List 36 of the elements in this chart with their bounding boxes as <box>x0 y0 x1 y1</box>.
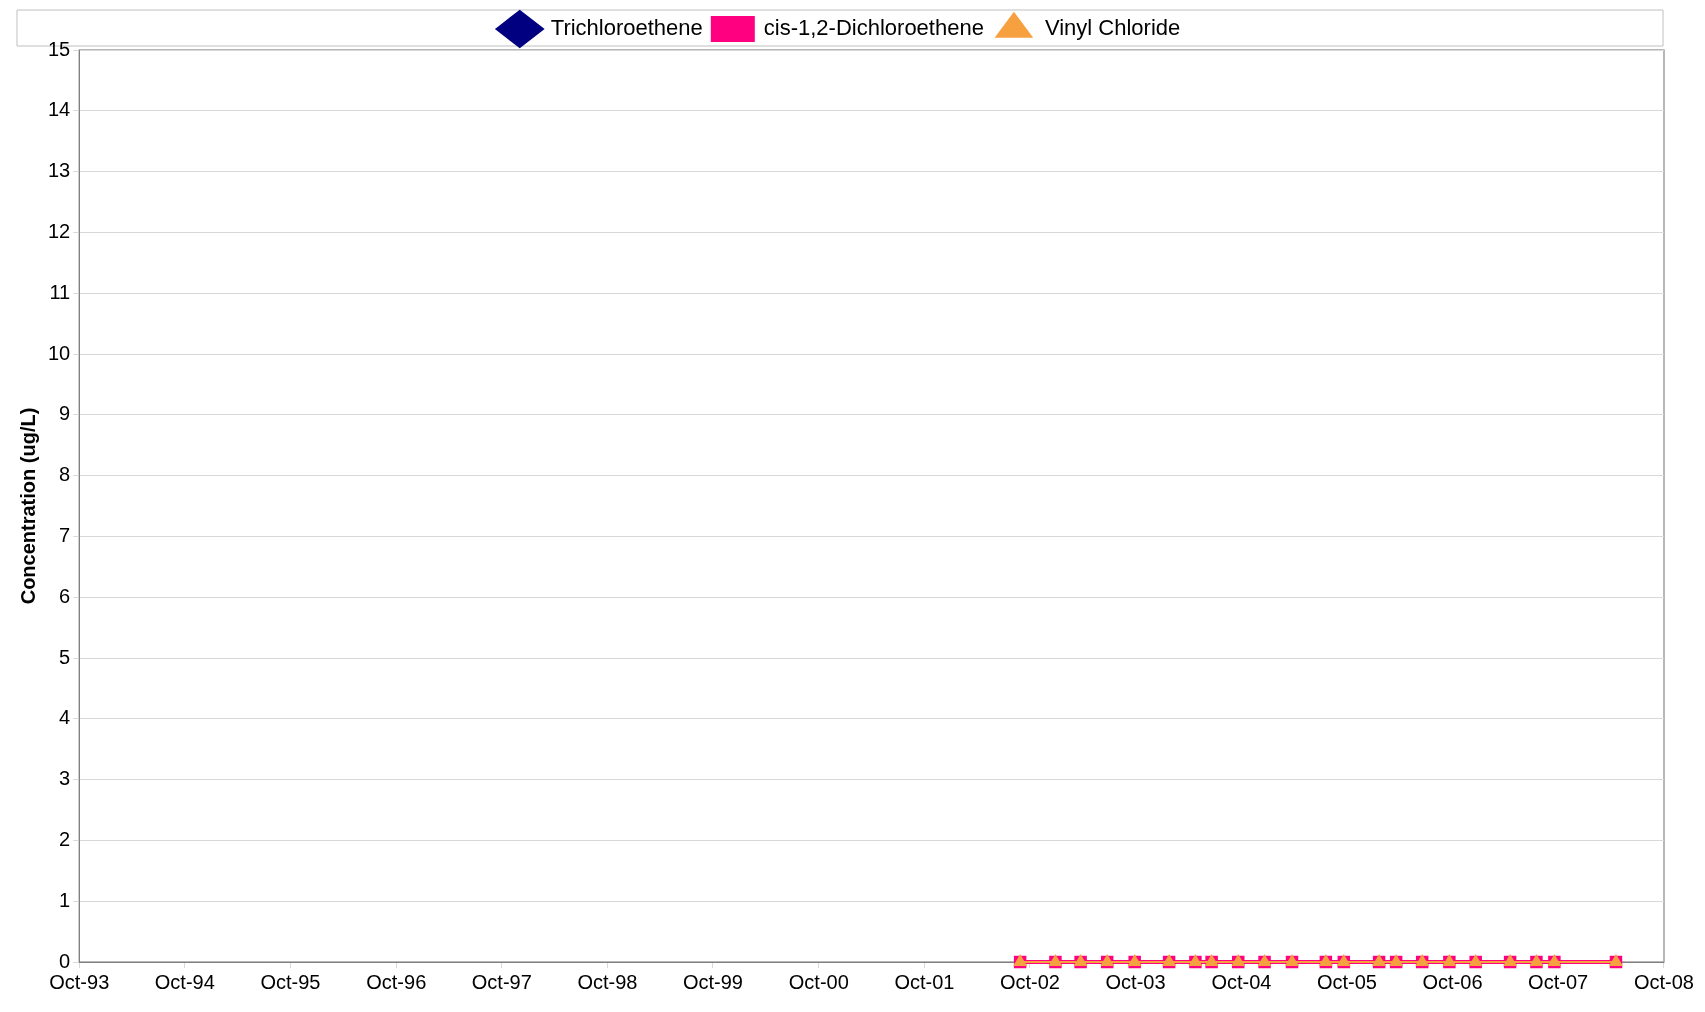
legend-label: Trichloroethene <box>550 15 703 41</box>
x-tick-label: Oct-97 <box>471 970 532 993</box>
y-tick-label: 6 <box>59 584 71 607</box>
y-tick-label: 10 <box>48 341 71 364</box>
x-tick-label: Oct-06 <box>1422 970 1483 993</box>
legend-label: Vinyl Chloride <box>1044 15 1181 41</box>
y-tick-label: 1 <box>59 888 71 911</box>
x-tick-label: Oct-03 <box>1105 970 1166 993</box>
x-tick-label: Oct-93 <box>49 970 110 993</box>
x-tick-label: Oct-04 <box>1211 970 1272 993</box>
y-tick-label: 11 <box>49 280 71 303</box>
y-tick-label: 7 <box>59 523 71 546</box>
y-tick-label: 9 <box>59 402 71 425</box>
x-tick-label: Oct-98 <box>577 970 638 993</box>
x-tick-label: Oct-02 <box>999 970 1060 993</box>
y-tick-label: 0 <box>59 949 71 972</box>
x-tick-label: Oct-96 <box>366 970 427 993</box>
y-tick-label: 2 <box>59 827 71 850</box>
y-tick-label: 3 <box>59 767 71 790</box>
y-tick-label: 15 <box>48 37 71 60</box>
y-tick-label: 12 <box>48 219 71 242</box>
x-tick-label: Oct-05 <box>1316 970 1377 993</box>
y-tick-label: 4 <box>59 706 71 729</box>
x-tick-label: Oct-01 <box>894 970 955 993</box>
x-tick-label: Oct-99 <box>682 970 743 993</box>
y-axis-title: Concentration (ug/L) <box>16 407 39 605</box>
legend-label: cis-1,2-Dichloroethene <box>763 15 984 41</box>
x-tick-label: Oct-08 <box>1633 970 1695 993</box>
y-tick-label: 5 <box>59 645 71 668</box>
x-tick-label: Oct-07 <box>1528 970 1589 993</box>
x-tick-label: Oct-94 <box>154 970 215 993</box>
y-tick-label: 13 <box>48 159 71 182</box>
x-tick-label: Oct-95 <box>260 970 321 993</box>
y-tick-label: 8 <box>59 463 71 486</box>
x-tick-label: Oct-00 <box>788 970 849 993</box>
y-tick-label: 14 <box>48 98 71 121</box>
